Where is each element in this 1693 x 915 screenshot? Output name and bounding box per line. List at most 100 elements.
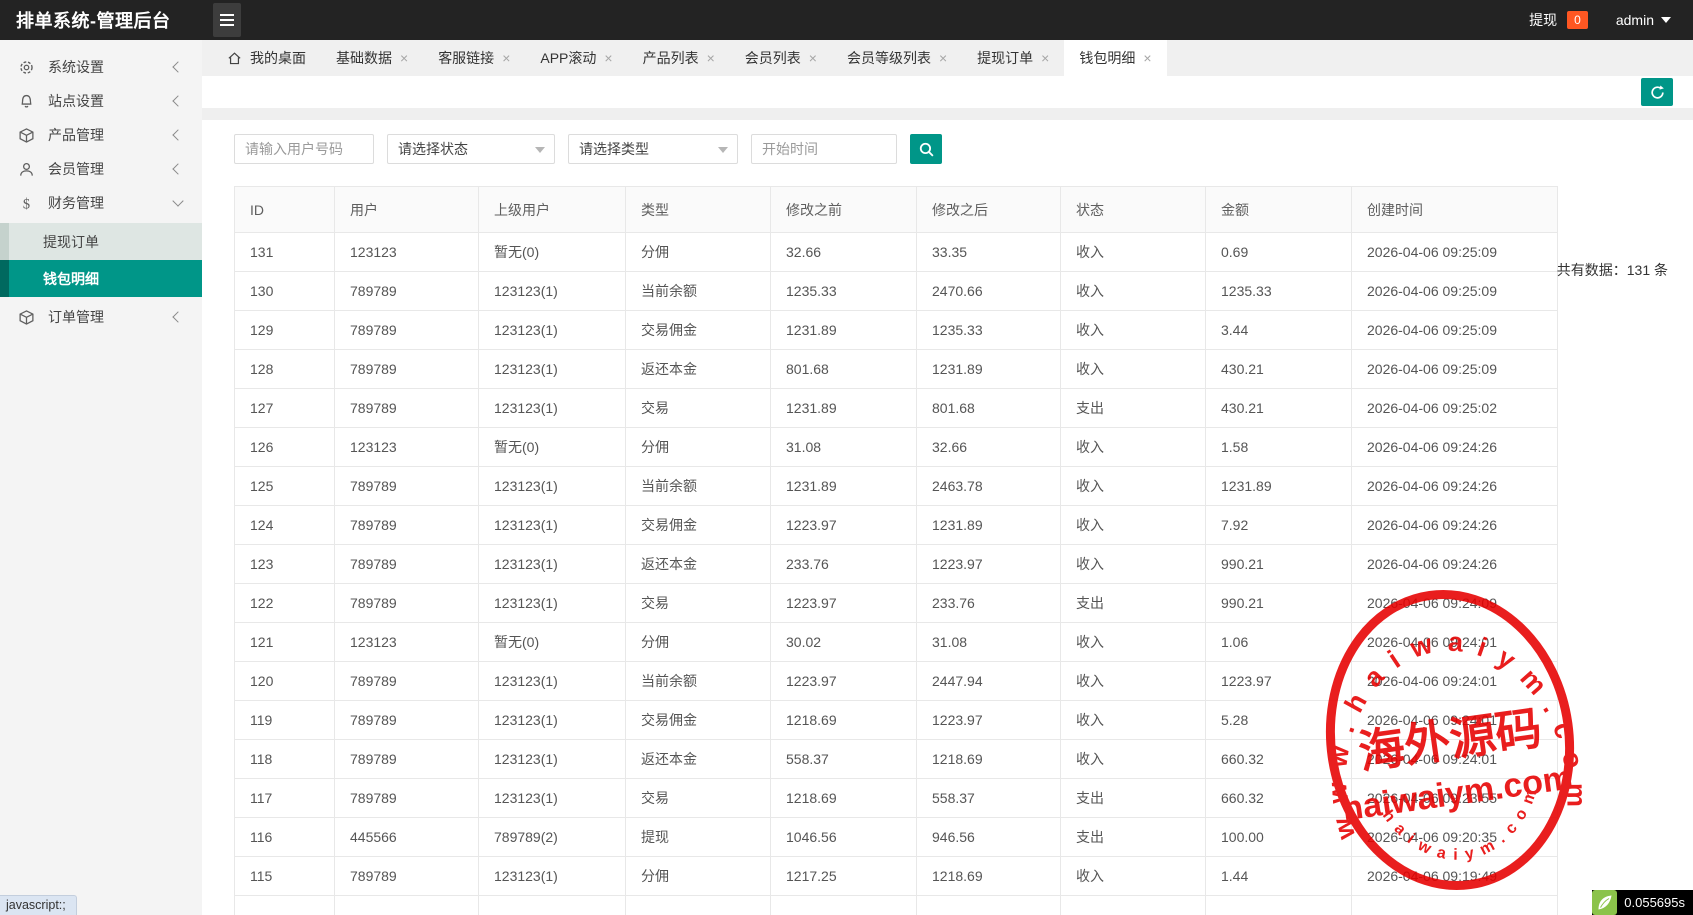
sidebar-subitem-wallet-details[interactable]: 钱包明细: [0, 260, 202, 297]
table-row: 121 123123 暂无(0) 分佣 30.02 31.08 收入 1.06 2026-04-…: [234, 622, 1558, 662]
table-cell: 131: [234, 232, 335, 272]
table-cell: 123123(1): [478, 349, 626, 389]
table-cell: 233.76: [770, 544, 917, 584]
tab-label: 会员等级列表: [846, 50, 931, 66]
table-row: 120 789789 123123(1) 当前余额 1223.97 2447.94 收入 12…: [234, 661, 1558, 701]
chevron-left-icon: [172, 95, 184, 107]
svg-text:$: $: [23, 196, 30, 212]
column-header: 状态: [1060, 186, 1206, 233]
table-cell: 1046.56: [770, 817, 917, 857]
tab-member-list[interactable]: 会员列表 ×: [730, 40, 832, 76]
column-header: 用户: [334, 186, 479, 233]
tab-my-desktop[interactable]: 我的桌面: [212, 40, 321, 76]
tab-label: 基础数据: [336, 50, 392, 66]
table-cell: 2026-04-06 09:25:09: [1351, 271, 1558, 311]
table-cell: 3.44: [1205, 310, 1352, 350]
table-cell: 2026-04-06 09:24:26: [1351, 466, 1558, 506]
tab-label: 钱包明细: [1079, 50, 1136, 66]
tab-app-scroll[interactable]: APP滚动 ×: [525, 40, 627, 76]
column-header: 修改之后: [916, 186, 1061, 233]
table-cell: 1223.97: [770, 661, 917, 701]
table-cell: 31.08: [770, 427, 917, 467]
tab-member-level-list[interactable]: 会员等级列表 ×: [832, 40, 962, 76]
table-cell: 返还本金: [625, 544, 771, 584]
table-cell: 支出: [1060, 817, 1206, 857]
table-cell: 558.37: [916, 778, 1061, 818]
table-cell: 当前余额: [625, 466, 771, 506]
chevron-down-icon: [718, 147, 728, 153]
table-cell: 123123(1): [478, 388, 626, 428]
table-cell: 558.37: [770, 739, 917, 779]
refresh-button[interactable]: [1641, 78, 1673, 106]
table-cell: 123123(1): [478, 583, 626, 623]
sidebar-item-label: 会员管理: [48, 161, 104, 177]
table-cell: 31.08: [916, 622, 1061, 662]
status-select[interactable]: 请选择状态: [387, 134, 555, 164]
close-icon[interactable]: ×: [400, 50, 409, 66]
sidebar-item-finance-management[interactable]: $ 财务管理: [0, 186, 202, 220]
tab-label: 提现订单: [977, 50, 1034, 66]
table-cell: 660.32: [1205, 778, 1352, 818]
sidebar-toggle-button[interactable]: [213, 3, 241, 37]
sidebar-item-label: 系统设置: [48, 59, 104, 75]
table-cell: 123: [234, 544, 335, 584]
tab-basic-data[interactable]: 基础数据 ×: [321, 40, 423, 76]
table-cell: 2463.78: [916, 466, 1061, 506]
table-cell: [1205, 895, 1352, 915]
table-row: 117 789789 123123(1) 交易 1218.69 558.37 支出 660.3…: [234, 778, 1558, 818]
type-select[interactable]: 请选择类型: [568, 134, 738, 164]
sidebar-item-order-management[interactable]: 订单管理: [0, 300, 202, 334]
table-cell: [334, 895, 479, 915]
tab-withdraw-orders[interactable]: 提现订单 ×: [962, 40, 1064, 76]
sidebar-item-member-management[interactable]: 会员管理: [0, 152, 202, 186]
table-cell: 789789: [334, 856, 479, 896]
tab-wallet-details[interactable]: 钱包明细 ×: [1064, 40, 1167, 76]
table-cell: 123123(1): [478, 466, 626, 506]
table-cell: [916, 895, 1061, 915]
table-row: 124 789789 123123(1) 交易佣金 1223.97 1231.89 收入 7.…: [234, 505, 1558, 545]
close-icon[interactable]: ×: [938, 50, 948, 66]
table-cell: 123123(1): [478, 739, 626, 779]
column-header: 上级用户: [478, 186, 626, 233]
table-cell: 1231.89: [770, 466, 917, 506]
table-cell: 2026-04-06 09:24:01: [1351, 622, 1558, 662]
table-cell: 801.68: [916, 388, 1061, 428]
withdraw-link[interactable]: 提现: [1529, 12, 1558, 28]
sidebar-item-system-settings[interactable]: 系统设置: [0, 50, 202, 84]
content-toolbar: [202, 76, 1693, 108]
tab-service-links[interactable]: 客服链接 ×: [423, 40, 525, 76]
close-icon[interactable]: ×: [502, 50, 511, 66]
chevron-left-icon: [172, 129, 184, 141]
table-cell: 119: [234, 700, 335, 740]
table-cell: 1231.89: [770, 388, 917, 428]
table-cell: 129: [234, 310, 335, 350]
withdraw-count-badge[interactable]: 0: [1567, 11, 1588, 29]
sidebar-subitem-withdraw-orders[interactable]: 提现订单: [0, 223, 202, 260]
search-button[interactable]: [910, 134, 942, 164]
table-cell: 交易佣金: [625, 310, 771, 350]
user-number-input[interactable]: [234, 134, 374, 164]
table-cell: 430.21: [1205, 349, 1352, 389]
close-icon[interactable]: ×: [706, 50, 715, 66]
table-body: 131 123123 暂无(0) 分佣 32.66 33.35 收入 0.69 2026-04-…: [234, 232, 1558, 915]
table-cell: 2447.94: [916, 661, 1061, 701]
close-icon[interactable]: ×: [604, 50, 613, 66]
sidebar-item-site-settings[interactable]: 站点设置: [0, 84, 202, 118]
user-dropdown[interactable]: admin: [1616, 12, 1671, 28]
table-row: 126 123123 暂无(0) 分佣 31.08 32.66 收入 1.58 2026-04-…: [234, 427, 1558, 467]
sidebar-item-product-management[interactable]: 产品管理: [0, 118, 202, 152]
column-header: 金额: [1205, 186, 1352, 233]
table-cell: 2026-04-06 09:25:02: [1351, 388, 1558, 428]
close-icon[interactable]: ×: [1041, 50, 1050, 66]
table-cell: 32.66: [770, 232, 917, 272]
table-cell: 789789: [334, 310, 479, 350]
close-icon[interactable]: ×: [808, 50, 817, 66]
tab-product-list[interactable]: 产品列表 ×: [628, 40, 730, 76]
start-time-input[interactable]: [751, 134, 897, 164]
table-cell: 收入: [1060, 271, 1206, 311]
table-cell: 收入: [1060, 544, 1206, 584]
close-icon[interactable]: ×: [1143, 50, 1152, 66]
table-cell: 分佣: [625, 856, 771, 896]
trace-timer[interactable]: 0.055695s: [1592, 890, 1693, 915]
table-cell: 5.28: [1205, 700, 1352, 740]
